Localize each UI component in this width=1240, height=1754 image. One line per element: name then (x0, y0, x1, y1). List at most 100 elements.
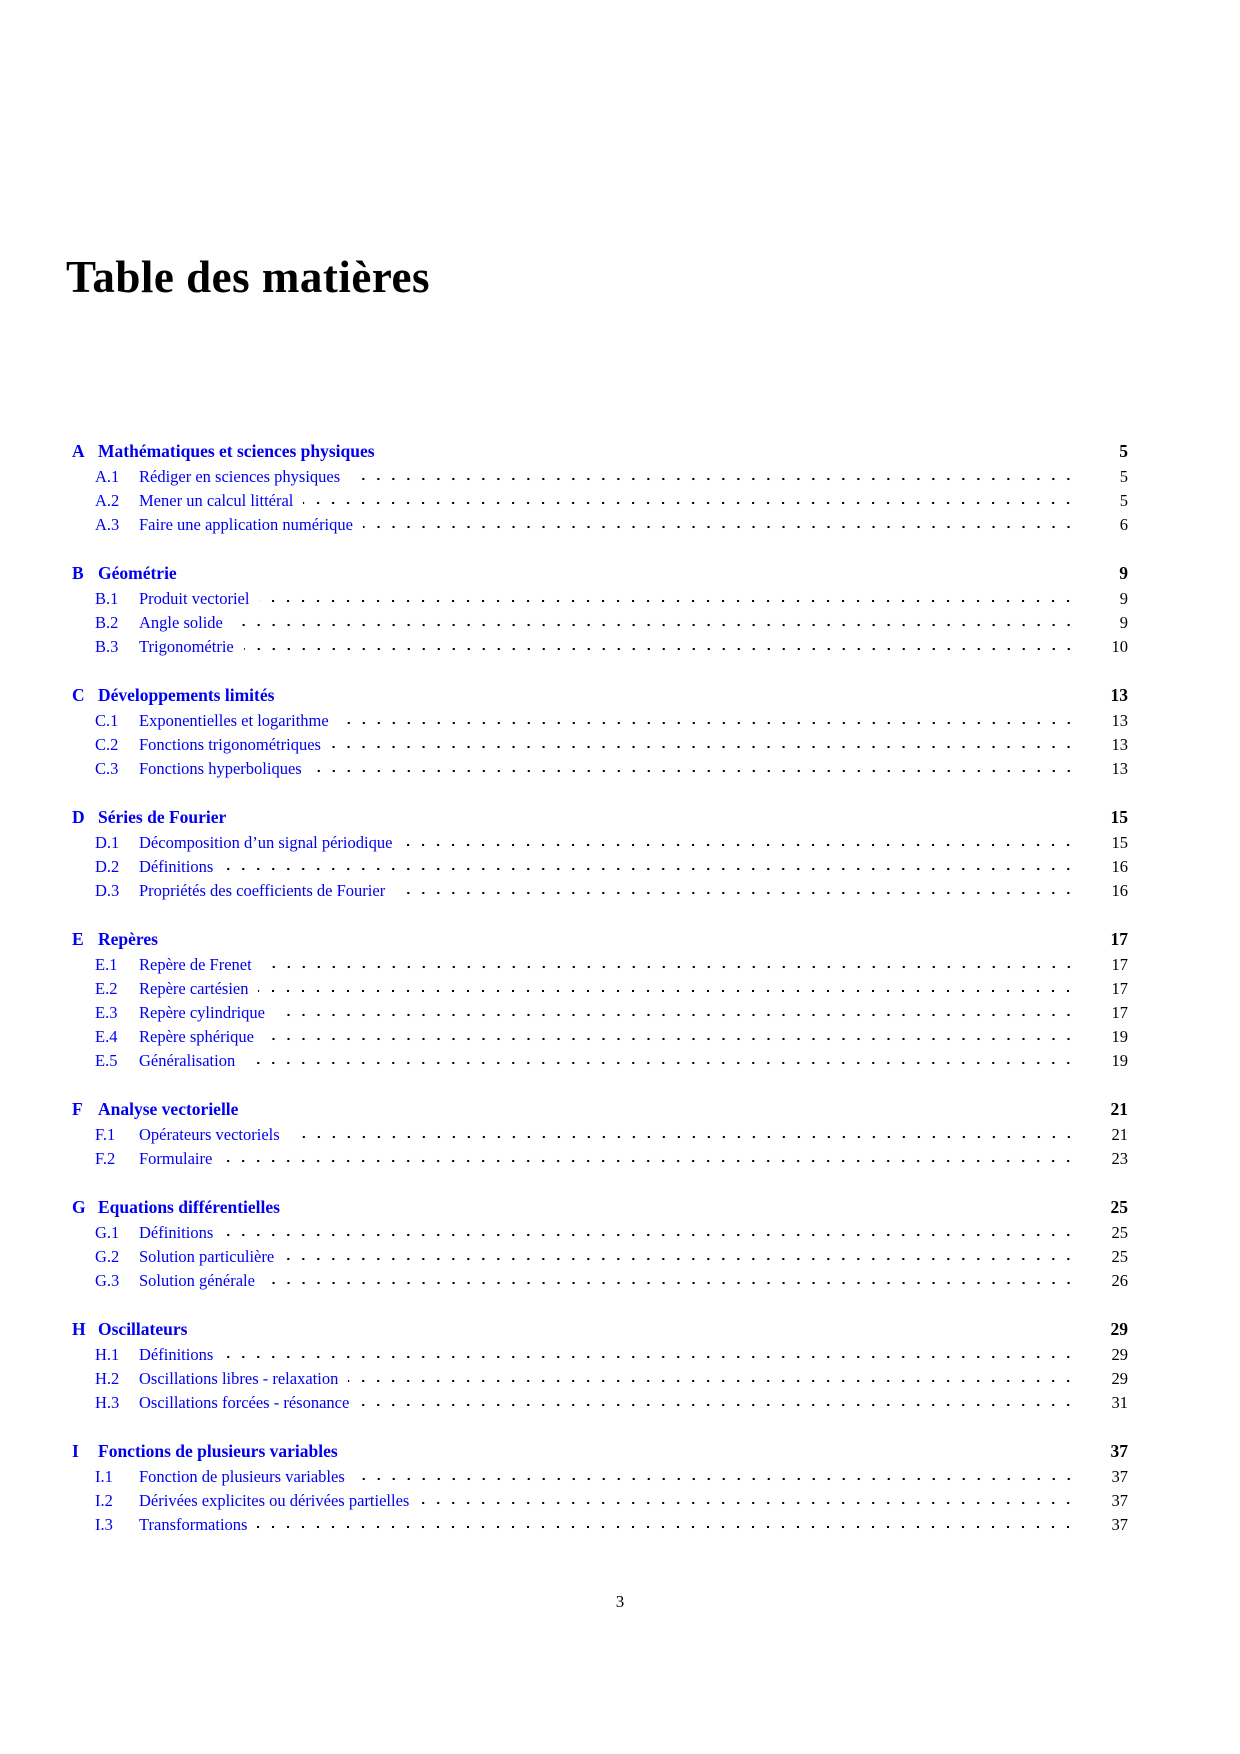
toc-subsection-entry[interactable]: I.2 Dérivées explicites ou dérivées parti… (66, 1489, 1128, 1513)
subsection-page-number: 5 (1119, 467, 1128, 486)
toc-subsection-entry[interactable]: B.1 Produit vectoriel 9 (66, 587, 1128, 611)
subsection-label: H.2 (95, 1369, 120, 1388)
toc-subsection-entry[interactable]: A.1 Rédiger en sciences physiques 5 (66, 465, 1128, 489)
chapter-label: F (72, 1099, 83, 1119)
subsection-page-number: 29 (1111, 1345, 1129, 1364)
subsection-label: B.3 (95, 637, 119, 656)
subsection-title: Repère de Frenet (139, 955, 252, 974)
subsection-label: C.2 (95, 735, 119, 754)
subsection-page-number: 25 (1111, 1223, 1129, 1242)
toc-subsection-entry[interactable]: F.2 Formulaire 23 (66, 1147, 1128, 1171)
subsection-title: Exponentielles et logarithme (139, 711, 329, 730)
subsection-page-number: 29 (1111, 1369, 1129, 1388)
toc-subsection-entry[interactable]: G.2 Solution particulière 25 (66, 1245, 1128, 1269)
leader-dots (275, 1012, 1076, 1018)
leader-dots (284, 1256, 1076, 1262)
subsection-title: Définitions (139, 1223, 214, 1242)
leader-dots (257, 1524, 1076, 1530)
toc-subsection-entry[interactable]: A.2 Mener un calcul littéral 5 (66, 489, 1128, 513)
subsection-label: F.2 (95, 1149, 116, 1168)
subsection-page-number: 21 (1111, 1125, 1129, 1144)
toc-subsection-entry[interactable]: C.1 Exponentielles et logarithme 13 (66, 709, 1128, 733)
chapter-page-number: 17 (1110, 929, 1129, 949)
leader-dots (350, 476, 1076, 482)
subsection-page-number: 17 (1111, 955, 1129, 974)
toc-subsection-entry[interactable]: E.4 Repère sphérique 19 (66, 1025, 1128, 1049)
toc-subsection-entry[interactable]: C.3 Fonctions hyperboliques 13 (66, 757, 1128, 781)
subsection-label: B.1 (95, 589, 119, 608)
toc-subsection-entry[interactable]: H.1 Définitions 29 (66, 1343, 1128, 1367)
subsection-page-number: 5 (1119, 491, 1128, 510)
subsection-title: Repère cylindrique (139, 1003, 265, 1022)
toc-chapter-entry[interactable]: E Repères 17 (66, 925, 1128, 953)
toc-chapter-entry[interactable]: I Fonctions de plusieurs variables 37 (66, 1437, 1128, 1465)
subsection-title: Définitions (139, 857, 214, 876)
toc-subsection-entry[interactable]: A.3 Faire une application numérique 6 (66, 513, 1128, 537)
subsection-page-number: 9 (1119, 589, 1128, 608)
subsection-page-number: 13 (1111, 711, 1129, 730)
chapter-title: Fonctions de plusieurs variables (98, 1441, 338, 1461)
subsection-label: D.1 (95, 833, 120, 852)
toc-chapter-entry[interactable]: A Mathématiques et sciences physiques 5 (66, 437, 1128, 465)
toc-subsection-entry[interactable]: F.1 Opérateurs vectoriels 21 (66, 1123, 1128, 1147)
toc-subsection-entry[interactable]: H.2 Oscillations libres - relaxation 29 (66, 1367, 1128, 1391)
toc-section: C Développements limités 13 C.1 Exponentiell… (66, 681, 1128, 781)
toc-subsection-entry[interactable]: G.3 Solution générale 26 (66, 1269, 1128, 1293)
subsection-title: Décomposition d’un signal périodique (139, 833, 393, 852)
toc-chapter-entry[interactable]: F Analyse vectorielle 21 (66, 1095, 1128, 1123)
subsection-page-number: 16 (1111, 857, 1129, 876)
subsection-page-number: 16 (1111, 881, 1129, 900)
toc-subsection-entry[interactable]: D.3 Propriétés des coefficients de Fourie… (66, 879, 1128, 903)
toc-chapter-entry[interactable]: H Oscillateurs 29 (66, 1315, 1128, 1343)
subsection-label: I.2 (95, 1491, 113, 1510)
leader-dots (311, 768, 1076, 774)
subsection-label: C.3 (95, 759, 119, 778)
toc-chapter-entry[interactable]: D Séries de Fourier 15 (66, 803, 1128, 831)
subsection-page-number: 23 (1111, 1149, 1129, 1168)
subsection-label: D.2 (95, 857, 120, 876)
toc-chapter-entry[interactable]: G Equations différentielles 25 (66, 1193, 1128, 1221)
toc-subsection-entry[interactable]: D.2 Définitions 16 (66, 855, 1128, 879)
leader-dots (402, 842, 1076, 848)
subsection-page-number: 15 (1111, 833, 1129, 852)
subsection-title: Rédiger en sciences physiques (139, 467, 341, 486)
toc-subsection-entry[interactable]: H.3 Oscillations forcées - résonance 31 (66, 1391, 1128, 1415)
subsection-label: E.4 (95, 1027, 118, 1046)
subsection-page-number: 37 (1111, 1467, 1129, 1486)
leader-dots (338, 720, 1076, 726)
chapter-page-number: 5 (1119, 441, 1128, 461)
subsection-label: C.1 (95, 711, 119, 730)
toc-subsection-entry[interactable]: I.1 Fonction de plusieurs variables 37 (66, 1465, 1128, 1489)
toc-content: Table des matières A Mathématiques et sci… (66, 0, 1128, 1537)
subsection-title: Angle solide (139, 613, 223, 632)
chapter-title: Oscillateurs (98, 1319, 188, 1339)
chapter-title: Equations différentielles (98, 1197, 280, 1217)
subsection-title: Dérivées explicites ou dérivées partiell… (139, 1491, 410, 1510)
subsection-title: Propriétés des coefficients de Fourier (139, 881, 386, 900)
toc-chapter-entry[interactable]: B Géométrie 9 (66, 559, 1128, 587)
subsection-title: Opérateurs vectoriels (139, 1125, 280, 1144)
toc-chapter-entry[interactable]: C Développements limités 13 (66, 681, 1128, 709)
subsection-title: Transformations (139, 1515, 248, 1534)
toc-subsection-entry[interactable]: D.1 Décomposition d’un signal périodique 1… (66, 831, 1128, 855)
toc-subsection-entry[interactable]: E.5 Généralisation 19 (66, 1049, 1128, 1073)
chapter-label: C (72, 685, 85, 705)
subsection-page-number: 31 (1111, 1393, 1129, 1412)
chapter-page-number: 21 (1110, 1099, 1129, 1119)
subsection-title: Fonction de plusieurs variables (139, 1467, 345, 1486)
toc-subsection-entry[interactable]: G.1 Définitions 25 (66, 1221, 1128, 1245)
toc-subsection-entry[interactable]: C.2 Fonctions trigonométriques 13 (66, 733, 1128, 757)
page-footer: 3 (0, 1592, 1240, 1612)
toc-subsection-entry[interactable]: B.3 Trigonométrie 10 (66, 635, 1128, 659)
subsection-label: G.3 (95, 1271, 120, 1290)
toc-subsection-entry[interactable]: E.3 Repère cylindrique 17 (66, 1001, 1128, 1025)
toc-subsection-entry[interactable]: I.3 Transformations 37 (66, 1513, 1128, 1537)
toc-subsection-entry[interactable]: E.2 Repère cartésien 17 (66, 977, 1128, 1001)
toc-subsection-entry[interactable]: B.2 Angle solide 9 (66, 611, 1128, 635)
subsection-page-number: 13 (1111, 735, 1129, 754)
subsection-page-number: 17 (1111, 979, 1129, 998)
subsection-label: I.3 (95, 1515, 113, 1534)
toc-subsection-entry[interactable]: E.1 Repère de Frenet 17 (66, 953, 1128, 977)
subsection-title: Produit vectoriel (139, 589, 250, 608)
